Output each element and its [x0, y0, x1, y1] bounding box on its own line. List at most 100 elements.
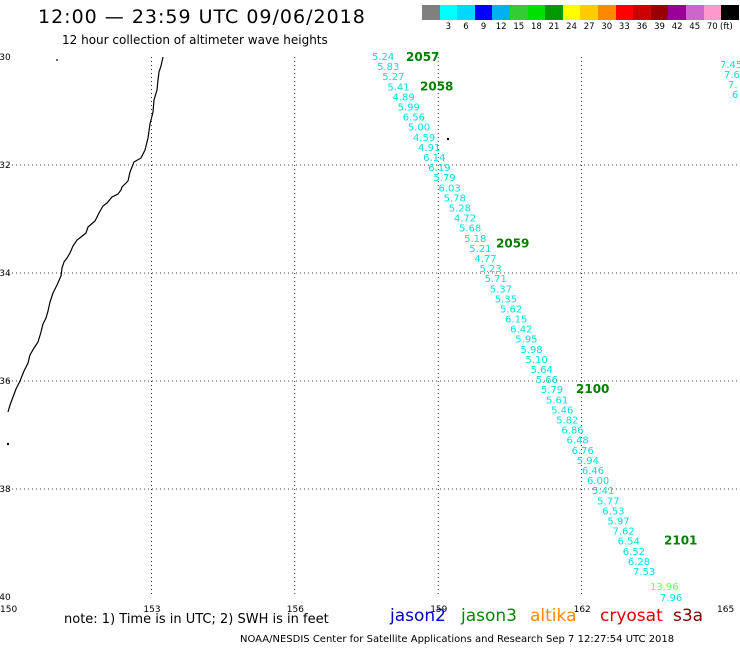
- time-mark-label: 2101: [664, 533, 697, 547]
- wave-height-label: 5.79: [433, 173, 455, 184]
- scale-bin: 33: [615, 5, 634, 32]
- scale-swatch: [650, 5, 669, 20]
- wave-height-label: 6.15: [505, 315, 527, 326]
- wave-height-label: 5.41: [592, 486, 614, 497]
- legend-s3a: s3a: [673, 606, 704, 626]
- scale-swatch: [474, 5, 493, 20]
- scale-bin: [422, 5, 440, 32]
- wave-height-label: 5.35: [495, 294, 517, 305]
- edge-wave-height-label: 7.: [728, 80, 738, 91]
- scale-unit: (ft): [720, 22, 733, 32]
- scale-bin: [721, 5, 739, 32]
- scale-bin: 45: [685, 5, 704, 32]
- lon-tick-label: 159: [430, 605, 447, 615]
- scale-bin: 27: [580, 5, 598, 32]
- scale-swatch: [509, 5, 528, 20]
- wave-height-label: 5.64: [531, 365, 553, 376]
- scale-bin: 15: [509, 5, 528, 32]
- scale-bin: 6: [457, 5, 475, 32]
- wave-height-label: 5.24: [372, 52, 394, 63]
- lon-tick-label: 156: [287, 605, 304, 615]
- legend-jason2: jason2: [390, 606, 446, 626]
- wave-height-label: 5.46: [551, 405, 573, 416]
- wave-height-label: 5.94: [577, 456, 599, 467]
- scale-swatch: [615, 5, 634, 20]
- time-mark-label: 2100: [576, 382, 609, 396]
- edge-wave-height-label: 7.45: [720, 60, 740, 71]
- wave-height-label: 5.00: [408, 123, 430, 134]
- wave-height-label: 4.89: [392, 92, 414, 103]
- wave-height-label: 5.28: [449, 203, 471, 214]
- scale-swatch: [422, 5, 440, 20]
- scale-tick-label: 27: [583, 22, 595, 32]
- wave-height-label: 5.83: [377, 62, 399, 73]
- wave-height-label: 4.59: [413, 133, 435, 144]
- wave-height-label: 5.66: [536, 375, 558, 386]
- time-mark-label: 2058: [420, 80, 453, 94]
- scale-swatch: [439, 5, 458, 20]
- coast-dot: [56, 59, 58, 61]
- scale-bin: 12: [492, 5, 510, 32]
- wave-height-label: 4.91: [418, 143, 440, 154]
- wave-height-label: 5.99: [398, 102, 420, 113]
- scale-swatch: [685, 5, 704, 20]
- scale-bin: 30: [597, 5, 616, 32]
- lat-tick-label: -30: [0, 53, 11, 63]
- lat-tick-label: -34: [0, 269, 11, 279]
- island-dot: [446, 137, 450, 141]
- wave-height-label: 6.42: [510, 325, 532, 336]
- wave-height-label: 5.41: [387, 82, 409, 93]
- legend-cryosat: cryosat: [600, 606, 663, 626]
- scale-tick-label: 42: [671, 22, 683, 32]
- coast-fragment: [6, 442, 10, 446]
- lat-tick-label: -38: [0, 485, 11, 495]
- scale-swatch: [545, 5, 563, 20]
- wave-height-label: 4.72: [454, 214, 476, 225]
- wave-height-label: 6.14: [423, 153, 445, 164]
- wave-height-label: 6.19: [428, 163, 450, 174]
- scale-bin: 21: [545, 5, 563, 32]
- scale-swatch: [633, 5, 651, 20]
- edge-wave-height-label: 7.6: [724, 70, 740, 81]
- wave-height-label: 5.82: [556, 416, 578, 427]
- scale-bin: 3: [439, 5, 458, 32]
- scale-tick-label: 12: [495, 22, 507, 32]
- wave-height-label: 6.54: [618, 537, 640, 548]
- scale-tick-label: 30: [601, 22, 613, 32]
- wave-height-label: 6.03: [439, 183, 461, 194]
- wave-height-label: 5.37: [490, 284, 512, 295]
- wave-height-label: 6.53: [602, 506, 624, 517]
- scale-tick-label: 18: [530, 22, 542, 32]
- wave-height-label: 5.78: [444, 193, 466, 204]
- lat-tick-label: -32: [0, 161, 11, 171]
- time-mark-label: 2059: [496, 236, 529, 250]
- wave-height-color-scale: (ft) 3 6 9 12 15 18 21 24 27 30 33 36 39 42 45 70: [422, 5, 739, 32]
- wave-height-label: 5.61: [546, 395, 568, 406]
- wave-height-label: 6.48: [566, 436, 588, 447]
- wave-height-label: 5.71: [485, 274, 507, 285]
- scale-bin: 39: [650, 5, 669, 32]
- scale-swatch: [580, 5, 598, 20]
- wave-height-label: 5.79: [541, 385, 563, 396]
- coastline: [7, 56, 164, 413]
- scale-bin: 36: [633, 5, 651, 32]
- credit-line: NOAA/NESDIS Center for Satellite Applica…: [240, 634, 675, 645]
- wave-height-label: 7.96: [660, 593, 682, 604]
- page-subtitle: 12 hour collection of altimeter wave hei…: [62, 33, 328, 47]
- scale-bin: 70: [703, 5, 722, 32]
- scale-tick-label: 36: [636, 22, 648, 32]
- wave-height-label: 6.52: [623, 547, 645, 558]
- wave-height-label: 5.21: [469, 244, 491, 255]
- scale-tick-label: 39: [654, 22, 665, 32]
- scale-swatch: [492, 5, 510, 20]
- wave-height-label: 5.27: [382, 72, 404, 83]
- wave-height-label: 6.00: [587, 476, 609, 487]
- scale-swatch: [721, 5, 739, 20]
- scale-bin: 9: [474, 5, 493, 32]
- wave-height-label: 4.77: [474, 254, 496, 265]
- lon-tick-label: 150: [0, 605, 17, 615]
- wave-height-label: 5.97: [607, 517, 629, 528]
- wave-height-label: 5.95: [515, 335, 537, 346]
- scale-tick-label: 15: [513, 22, 525, 32]
- legend-jason3: jason3: [461, 606, 517, 626]
